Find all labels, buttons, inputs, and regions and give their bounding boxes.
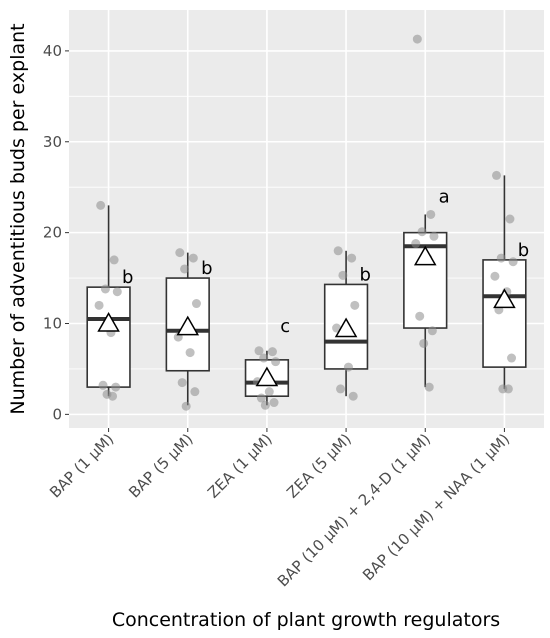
- data-point: [508, 257, 518, 267]
- data-point: [271, 357, 281, 367]
- data-point: [419, 338, 429, 348]
- data-point: [507, 353, 517, 363]
- data-point: [180, 264, 190, 274]
- data-point: [338, 270, 348, 280]
- box-group: b: [86, 200, 133, 401]
- y-tick-label: 0: [52, 405, 62, 423]
- data-point: [191, 299, 201, 309]
- data-point: [267, 347, 277, 357]
- data-point: [492, 170, 501, 180]
- y-tick-label: 30: [43, 133, 62, 151]
- data-point: [175, 248, 185, 258]
- plot-panel: [69, 10, 544, 428]
- data-point: [412, 34, 422, 44]
- data-point: [256, 393, 266, 403]
- data-point: [177, 378, 187, 388]
- data-point: [503, 384, 513, 394]
- data-point: [336, 384, 346, 394]
- box: [482, 259, 527, 368]
- y-tick-label: 40: [43, 42, 62, 60]
- data-point: [496, 253, 506, 263]
- significance-letter: a: [439, 187, 450, 208]
- data-point: [343, 362, 353, 372]
- data-point: [185, 348, 195, 358]
- data-point: [190, 387, 200, 397]
- significance-letter: b: [201, 258, 212, 279]
- data-point: [411, 239, 421, 249]
- data-point: [109, 255, 119, 265]
- data-point: [259, 353, 269, 363]
- box-group: b: [482, 170, 529, 394]
- mean-marker: [493, 288, 516, 309]
- data-point: [264, 387, 274, 397]
- data-point: [269, 398, 279, 408]
- box-group: a: [403, 34, 450, 392]
- mean-marker: [255, 366, 279, 387]
- mean-marker: [334, 317, 358, 338]
- significance-letter: c: [280, 316, 290, 337]
- data-point: [490, 271, 500, 281]
- box-group: c: [244, 316, 290, 410]
- data-point: [429, 231, 439, 241]
- y-axis-title: Number of adventitious buds per explant: [7, 23, 29, 414]
- data-point: [505, 214, 515, 224]
- mean-marker: [97, 311, 120, 332]
- mean-marker: [176, 315, 200, 336]
- significance-letter: b: [359, 264, 370, 285]
- data-point: [333, 246, 343, 256]
- data-point: [96, 200, 106, 210]
- box: [86, 286, 131, 388]
- y-tick-label: 20: [43, 224, 62, 242]
- data-point: [94, 300, 104, 310]
- data-point: [98, 380, 108, 390]
- significance-letter: b: [518, 240, 529, 261]
- data-point: [181, 401, 191, 411]
- data-point: [100, 284, 110, 294]
- data-point: [188, 253, 198, 263]
- data-point: [415, 311, 425, 321]
- data-point: [260, 400, 270, 410]
- data-point: [254, 346, 264, 356]
- data-point: [111, 382, 121, 392]
- data-point: [426, 209, 436, 219]
- x-axis-title: Concentration of plant growth regulators: [112, 609, 500, 631]
- boxes-layer: b b c b a b: [86, 34, 529, 411]
- data-point: [427, 326, 437, 336]
- box-group: b: [323, 246, 371, 401]
- data-point: [347, 253, 357, 263]
- data-point: [417, 227, 427, 237]
- data-point: [348, 391, 358, 401]
- data-point: [424, 382, 434, 392]
- data-point: [108, 391, 118, 401]
- significance-letter: b: [122, 267, 133, 288]
- box-group: b: [165, 248, 213, 411]
- y-tick-label: 10: [43, 315, 62, 333]
- mean-marker: [413, 245, 437, 266]
- y-axis-ticks: 0 10 20 30 40: [43, 42, 69, 423]
- data-point: [112, 287, 122, 297]
- data-point: [350, 300, 360, 310]
